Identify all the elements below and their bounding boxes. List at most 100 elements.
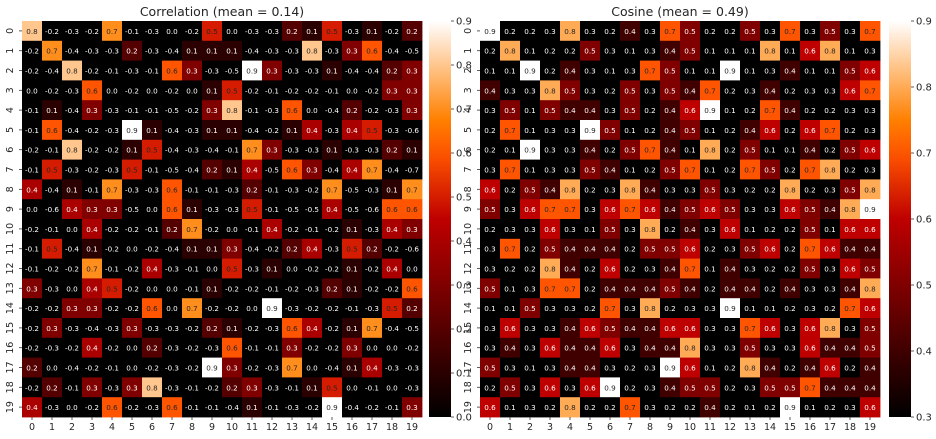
heatmap-cell bbox=[182, 40, 203, 61]
cell-value-label: 0.3 bbox=[704, 344, 715, 353]
cell-value-label: 0.1 bbox=[346, 265, 357, 274]
colorbar-tick-label: 0.8 bbox=[456, 61, 472, 72]
cell-value-label: 0.9 bbox=[724, 67, 736, 76]
heatmap-cell bbox=[500, 238, 521, 259]
heatmap-cell bbox=[342, 139, 363, 160]
cell-value-label: 0.2 bbox=[166, 225, 177, 234]
cell-value-label: 0.4 bbox=[664, 106, 676, 115]
cell-value-label: 0.1 bbox=[744, 67, 755, 76]
heatmap-cell bbox=[500, 298, 521, 319]
heatmap-cell bbox=[800, 60, 821, 81]
heatmap-cell bbox=[222, 337, 243, 358]
cell-value-label: 0.4 bbox=[624, 324, 636, 333]
heatmap-cell bbox=[62, 278, 83, 299]
cell-value-label: -0.1 bbox=[265, 403, 279, 412]
cell-value-label: -0.3 bbox=[265, 383, 279, 392]
cell-value-label: -0.6 bbox=[45, 205, 59, 214]
cell-value-label: 0.4 bbox=[864, 364, 876, 373]
cell-value-label: 0.2 bbox=[504, 185, 515, 194]
cell-value-label: 0.1 bbox=[624, 126, 635, 135]
x-tick-label: 15 bbox=[326, 422, 338, 433]
heatmap-cell bbox=[800, 40, 821, 61]
cell-value-label: -0.3 bbox=[225, 205, 239, 214]
heatmap-cell bbox=[22, 40, 43, 61]
heatmap-cell bbox=[262, 219, 283, 240]
heatmap-cell bbox=[382, 159, 403, 180]
cell-value-label: 0.3 bbox=[226, 364, 237, 373]
cell-value-label: -0.2 bbox=[165, 86, 179, 95]
cell-value-label: 0.3 bbox=[804, 86, 815, 95]
cell-value-label: 0.1 bbox=[366, 27, 377, 36]
cell-value-label: 0.6 bbox=[864, 403, 876, 412]
heatmap-cell bbox=[480, 258, 501, 279]
cell-value-label: 0.3 bbox=[504, 364, 515, 373]
cell-value-label: 0.4 bbox=[306, 324, 318, 333]
heatmap-cell bbox=[22, 357, 43, 378]
heatmap-cell bbox=[122, 60, 143, 81]
heatmap-cell bbox=[282, 397, 303, 418]
cell-value-label: 0.8 bbox=[306, 47, 318, 56]
y-tick-label: 4 bbox=[463, 107, 474, 113]
y-tick-label: 11 bbox=[5, 243, 16, 255]
colorbar-tick-label: 0.5 bbox=[916, 281, 932, 292]
heatmap-cell bbox=[840, 199, 861, 220]
cell-value-label: 0.2 bbox=[664, 403, 675, 412]
heatmap-cell bbox=[322, 21, 343, 42]
heatmap-cell bbox=[480, 21, 501, 42]
heatmap-cell bbox=[102, 159, 123, 180]
cell-value-label: 0.1 bbox=[146, 126, 157, 135]
cell-value-label: -0.2 bbox=[145, 245, 159, 254]
cell-value-label: 0.5 bbox=[584, 47, 595, 56]
cell-value-label: -0.1 bbox=[25, 245, 39, 254]
heatmap-cell bbox=[700, 377, 721, 398]
cell-value-label: 0.4 bbox=[564, 245, 576, 254]
heatmap-cell bbox=[42, 238, 63, 259]
heatmap-cell bbox=[102, 179, 123, 200]
cell-value-label: 0.4 bbox=[824, 383, 836, 392]
heatmap-cell bbox=[760, 139, 781, 160]
heatmap-cell bbox=[22, 278, 43, 299]
heatmap-cell bbox=[520, 139, 541, 160]
heatmap-cell bbox=[42, 120, 63, 141]
cell-value-label: 0.1 bbox=[206, 47, 217, 56]
cell-value-label: 0.9 bbox=[584, 126, 596, 135]
heatmap-cell bbox=[640, 159, 661, 180]
cell-value-label: -0.4 bbox=[385, 324, 399, 333]
heatmap-cell bbox=[382, 357, 403, 378]
heatmap-cell bbox=[480, 60, 501, 81]
heatmap-cell bbox=[620, 219, 641, 240]
cell-value-label: 0.1 bbox=[524, 126, 535, 135]
heatmap-cell bbox=[42, 318, 63, 339]
heatmap-cell bbox=[560, 337, 581, 358]
heatmap-cell bbox=[500, 60, 521, 81]
cell-value-label: -0.2 bbox=[45, 304, 59, 313]
heatmap-cell bbox=[102, 238, 123, 259]
cell-value-label: 0.4 bbox=[804, 146, 816, 155]
cell-value-label: -0.1 bbox=[345, 304, 359, 313]
cell-value-label: 0.1 bbox=[206, 126, 217, 135]
cell-value-label: 0.2 bbox=[804, 106, 815, 115]
cell-value-label: 0.6 bbox=[286, 106, 298, 115]
heatmap-cell bbox=[342, 357, 363, 378]
cell-value-label: -0.1 bbox=[145, 225, 159, 234]
x-tick-label: 11 bbox=[704, 422, 716, 433]
cell-value-label: 0.3 bbox=[644, 403, 655, 412]
heatmap-cell bbox=[800, 337, 821, 358]
heatmap-cell bbox=[42, 337, 63, 358]
heatmap-cell bbox=[600, 60, 621, 81]
heatmap-cell bbox=[820, 337, 841, 358]
heatmap-cell bbox=[500, 139, 521, 160]
cell-value-label: 0.5 bbox=[484, 205, 495, 214]
heatmap-cell bbox=[222, 238, 243, 259]
heatmap-cell bbox=[800, 278, 821, 299]
heatmap-cell bbox=[840, 159, 861, 180]
cell-value-label: 0.1 bbox=[346, 324, 357, 333]
heatmap-cell bbox=[262, 80, 283, 101]
heatmap-cell bbox=[202, 377, 223, 398]
heatmap-cell bbox=[382, 219, 403, 240]
heatmap-cell bbox=[22, 179, 43, 200]
cell-value-label: 0.2 bbox=[386, 146, 397, 155]
cell-value-label: 0.2 bbox=[406, 27, 417, 36]
heatmap-cell bbox=[680, 40, 701, 61]
cell-value-label: -0.1 bbox=[265, 344, 279, 353]
